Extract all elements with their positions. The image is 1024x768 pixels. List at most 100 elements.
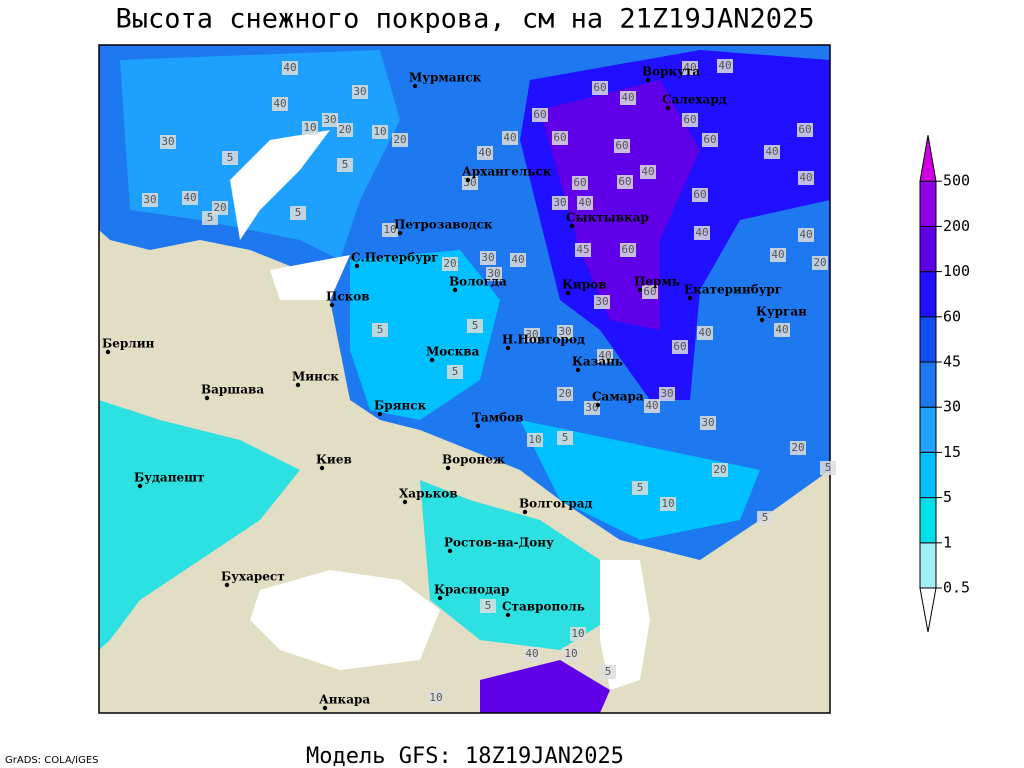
city-label: Казань <box>572 355 623 369</box>
city-label: Вологда <box>449 275 507 289</box>
city-label: Краснодар <box>434 583 509 597</box>
contour-label-box <box>142 193 158 207</box>
contour-label-box <box>552 131 568 145</box>
city-label: Курган <box>756 305 807 319</box>
contour-label-box <box>202 211 218 225</box>
legend-swatch <box>919 316 937 363</box>
city-dot <box>522 509 528 515</box>
contour-label: 40 <box>525 647 538 660</box>
contour-label-box <box>597 349 613 363</box>
city-label: Воркута <box>642 65 700 79</box>
city-dot <box>329 302 335 308</box>
contour-label: 40 <box>641 165 654 178</box>
city-label: Киров <box>562 278 607 292</box>
legend-label: 100 <box>943 262 970 280</box>
contour-label: 60 <box>618 175 631 188</box>
city-label: Петрозаводск <box>394 218 493 232</box>
contour-label: 60 <box>673 340 686 353</box>
contour-label: 40 <box>578 196 591 209</box>
map <box>98 44 831 714</box>
city-dot <box>204 395 210 401</box>
contour-label-box <box>640 165 656 179</box>
city-label: Самара <box>592 390 644 404</box>
contour-label: 10 <box>564 647 577 660</box>
contour-label: 40 <box>283 61 296 74</box>
contour-label: 60 <box>621 243 634 256</box>
contour-label-box <box>160 135 176 149</box>
contour-label: 5 <box>295 206 302 219</box>
city-label: Москва <box>426 345 480 359</box>
city-dot <box>595 402 601 408</box>
contour-label: 60 <box>683 113 696 126</box>
contour-label-box <box>694 226 710 240</box>
contour-label-box <box>672 340 688 354</box>
city-dot <box>447 548 453 554</box>
contour-label-box <box>774 323 790 337</box>
credit: GrADS: COLA/IGES <box>5 755 99 766</box>
contour-label: 40 <box>799 228 812 241</box>
contour-label: 60 <box>533 108 546 121</box>
city-label: Киев <box>316 453 352 467</box>
contour-label-box <box>764 145 780 159</box>
contour-label-box <box>290 206 306 220</box>
city-label: Псков <box>326 290 370 304</box>
contour-label: 30 <box>595 295 608 308</box>
contour-label-box <box>428 691 444 705</box>
contour-label-box <box>382 223 398 237</box>
contour-label: 40 <box>273 97 286 110</box>
contour-label-box <box>337 123 353 137</box>
contour-label-box <box>480 251 496 265</box>
city-dot <box>322 705 328 711</box>
contour-label-box <box>442 257 458 271</box>
contour-label-box <box>447 365 463 379</box>
city-dot <box>402 499 408 505</box>
city-dot <box>377 411 383 417</box>
contour-label-box <box>770 248 786 262</box>
contour-label-box <box>820 461 836 475</box>
contour-label: 20 <box>443 257 456 270</box>
contour-label-box <box>577 196 593 210</box>
legend-swatch <box>919 135 937 182</box>
contour-label-box <box>790 441 806 455</box>
contour-label-box <box>477 146 493 160</box>
snow-5 <box>350 250 760 540</box>
contour-label: 30 <box>701 416 714 429</box>
city-label: Бухарест <box>221 570 285 584</box>
contour-label: 40 <box>698 326 711 339</box>
contour-label-box <box>642 285 658 299</box>
contour-label: 40 <box>478 146 491 159</box>
city-label: Архангельск <box>462 165 552 179</box>
contour-label-box <box>486 267 502 281</box>
city-dot <box>465 177 471 183</box>
contour-label: 40 <box>718 59 731 72</box>
city-dot <box>505 612 511 618</box>
contour-label: 60 <box>643 285 656 298</box>
contour-label: 60 <box>703 133 716 146</box>
contour-label: 45 <box>576 243 589 256</box>
contour-label-box <box>392 133 408 147</box>
city-label: Екатеринбург <box>684 283 782 297</box>
contour-label-box <box>222 151 238 165</box>
city-label: Берлин <box>102 337 155 351</box>
contour-label: 40 <box>771 248 784 261</box>
legend-label: 15 <box>943 443 961 461</box>
contour-label: 10 <box>528 433 541 446</box>
footer: Модель GFS: 18Z19JAN2025 <box>306 744 624 768</box>
contour-label-box <box>557 431 573 445</box>
city-dot <box>295 382 301 388</box>
city-label: Анкара <box>319 693 370 707</box>
contour-label-box <box>632 481 648 495</box>
contour-label: 30 <box>487 267 500 280</box>
contour-label-box <box>302 121 318 135</box>
city-dot <box>429 357 435 363</box>
city-dot <box>452 287 458 293</box>
contour-label-box <box>182 191 198 205</box>
city-label: Будапешт <box>134 471 204 485</box>
legend-swatch <box>919 361 937 408</box>
contour-label: 10 <box>373 125 386 138</box>
contour-label: 10 <box>661 497 674 510</box>
contour-label-box <box>510 253 526 267</box>
contour-label: 40 <box>799 171 812 184</box>
